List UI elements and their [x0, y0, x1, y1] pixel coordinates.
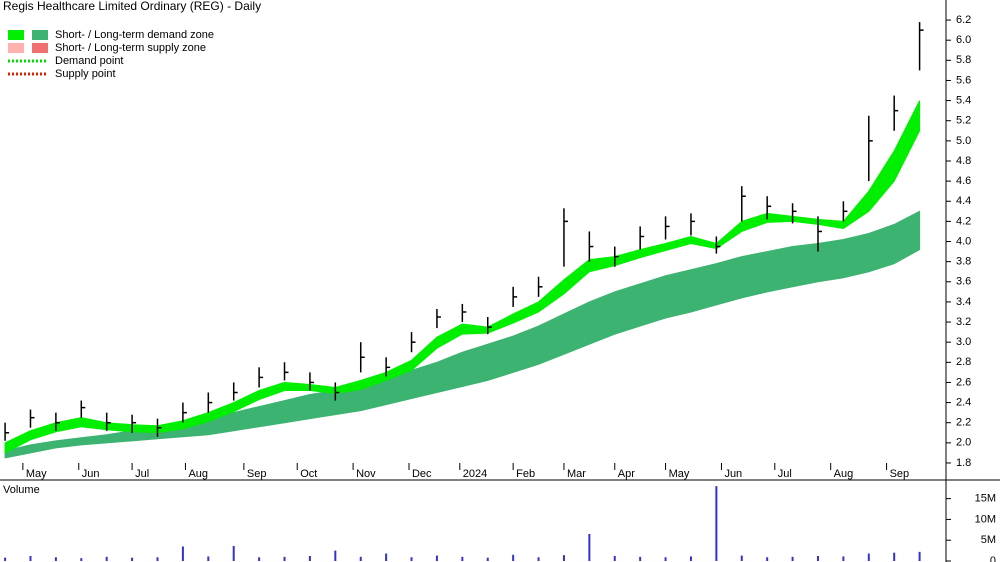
- volume-bar: [842, 556, 845, 561]
- y-tick-label: 2.6: [956, 376, 971, 388]
- volume-bar: [308, 556, 311, 561]
- x-tick-label: Sep: [247, 468, 267, 480]
- y-tick-label: 5.6: [956, 74, 971, 86]
- volume-bar: [181, 546, 184, 561]
- y-tick-label: 4.8: [956, 155, 971, 167]
- chart-title: Regis Healthcare Limited Ordinary (REG) …: [3, 0, 261, 13]
- legend-swatch: [32, 43, 48, 53]
- volume-bar: [4, 557, 7, 561]
- legend-swatch: [8, 43, 24, 53]
- volume-bar: [359, 556, 362, 561]
- y-tick-label: 5.8: [956, 54, 971, 66]
- volume-bar: [29, 556, 32, 561]
- y-tick-label: 4.6: [956, 175, 971, 187]
- legend-label: Supply point: [55, 68, 116, 80]
- y-tick-label: 2.4: [956, 396, 971, 408]
- volume-bar: [537, 557, 540, 561]
- x-tick-label: Nov: [356, 468, 376, 480]
- y-tick-label: 2.8: [956, 356, 971, 368]
- y-tick-label: 3.2: [956, 316, 971, 328]
- y-tick-label: 3.8: [956, 256, 971, 268]
- volume-bar: [410, 557, 413, 561]
- volume-tick-label: 0: [990, 555, 996, 562]
- volume-bar: [461, 556, 464, 561]
- legend-swatch: [32, 30, 48, 40]
- y-tick-label: 4.2: [956, 215, 971, 227]
- x-tick-label: Aug: [188, 468, 208, 480]
- volume-bar: [54, 557, 57, 561]
- volume-bar: [766, 557, 769, 561]
- x-tick-label: Aug: [834, 468, 854, 480]
- legend-label: Short- / Long-term demand zone: [55, 29, 214, 41]
- volume-bar: [334, 550, 337, 561]
- x-tick-label: Jun: [724, 468, 742, 480]
- x-tick-label: Feb: [516, 468, 535, 480]
- x-tick-label: Jul: [778, 468, 792, 480]
- volume-bar: [232, 546, 235, 561]
- volume-tick-label: 15M: [975, 493, 996, 505]
- volume-bar: [613, 556, 616, 561]
- short-term-zone: [4, 100, 921, 454]
- x-tick-label: 2024: [463, 468, 487, 480]
- legend-label: Demand point: [55, 55, 124, 67]
- x-tick-label: Dec: [412, 468, 432, 480]
- y-tick-label: 3.0: [956, 336, 971, 348]
- volume-label: Volume: [3, 484, 40, 496]
- volume-bar: [258, 557, 261, 561]
- x-tick-label: Jun: [82, 468, 100, 480]
- x-tick-label: Apr: [618, 468, 635, 480]
- y-tick-label: 4.4: [956, 195, 971, 207]
- volume-bar: [207, 556, 210, 561]
- y-tick-label: 6.0: [956, 34, 971, 46]
- volume-bar: [588, 533, 591, 561]
- volume-bar: [562, 555, 565, 561]
- volume-bar: [740, 555, 743, 561]
- volume-bar: [816, 556, 819, 561]
- volume-bar: [283, 556, 286, 561]
- y-tick-label: 1.8: [956, 457, 971, 469]
- y-tick-label: 3.6: [956, 276, 971, 288]
- volume-tick-label: 10M: [975, 513, 996, 525]
- y-tick-label: 6.2: [956, 14, 971, 26]
- x-tick-label: May: [669, 468, 690, 480]
- volume-bar: [689, 556, 692, 561]
- x-tick-label: Oct: [300, 468, 317, 480]
- volume-bar: [105, 556, 108, 561]
- volume-bar: [791, 556, 794, 561]
- x-tick-label: Jul: [135, 468, 149, 480]
- volume-bar: [512, 554, 515, 561]
- volume-bar: [156, 557, 159, 561]
- volume-bar: [80, 558, 83, 561]
- legend-label: Short- / Long-term supply zone: [55, 42, 206, 54]
- volume-bar: [486, 557, 489, 561]
- volume-bar: [715, 486, 718, 561]
- y-tick-label: 5.0: [956, 135, 971, 147]
- volume-bar: [893, 552, 896, 561]
- x-tick-label: Mar: [567, 468, 586, 480]
- volume-bar: [385, 553, 388, 561]
- y-tick-label: 5.2: [956, 115, 971, 127]
- long-term-zone: [4, 210, 921, 459]
- y-tick-label: 2.2: [956, 417, 971, 429]
- x-tick-label: Sep: [890, 468, 910, 480]
- x-tick-label: May: [26, 468, 47, 480]
- volume-bar: [131, 557, 134, 561]
- legend-swatch: [8, 30, 24, 40]
- volume-bar: [918, 551, 921, 561]
- volume-bar: [435, 555, 438, 561]
- y-tick-label: 2.0: [956, 437, 971, 449]
- volume-bar: [867, 553, 870, 561]
- y-tick-label: 5.4: [956, 94, 971, 106]
- volume-bar: [664, 557, 667, 561]
- y-tick-label: 3.4: [956, 296, 971, 308]
- volume-bar: [639, 556, 642, 561]
- volume-tick-label: 5M: [981, 534, 996, 546]
- y-tick-label: 4.0: [956, 235, 971, 247]
